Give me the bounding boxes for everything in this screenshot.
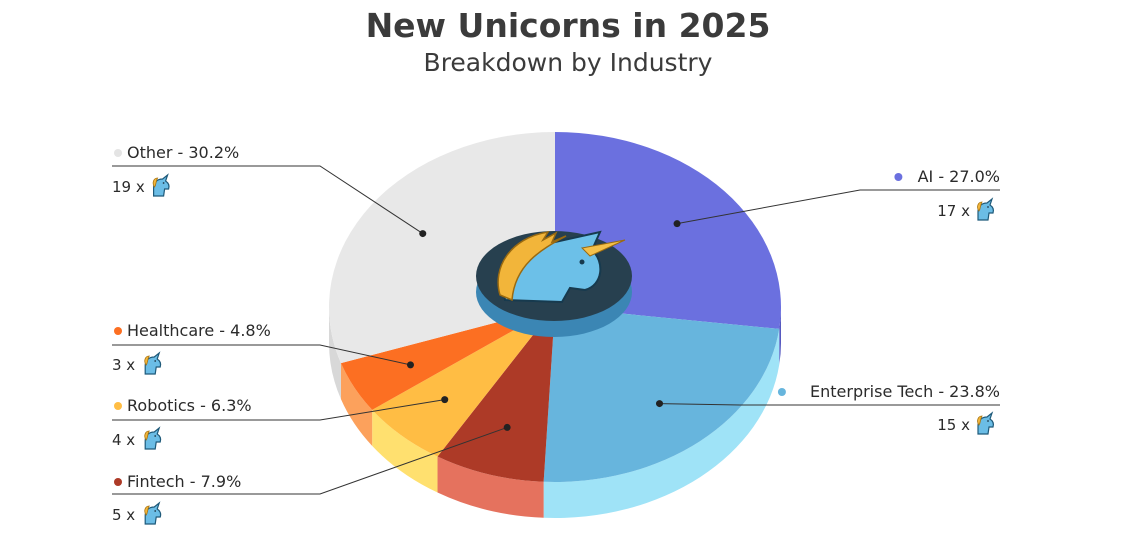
label-enterprise-tech: Enterprise Tech - 23.8% — [810, 382, 1000, 401]
slice-healthcare — [340, 307, 555, 410]
unicorn-icon — [976, 412, 994, 435]
leader-dot-other — [419, 230, 427, 238]
unicorn-icon — [144, 502, 162, 525]
chart-subtitle: Breakdown by Industry — [423, 48, 713, 77]
count-healthcare: 3 x — [112, 356, 135, 374]
slice-labels: AI - 27.0% 17 x Enterprise Tech - 23.8% 15 … — [112, 143, 1000, 525]
label-other: Other - 30.2% — [127, 143, 239, 162]
count-other: 19 x — [112, 178, 145, 196]
label-robotics: Robotics - 6.3% — [127, 396, 252, 415]
legend-dot-other — [114, 149, 122, 157]
label-healthcare: Healthcare - 4.8% — [127, 321, 271, 340]
slice-enterprise-tech — [543, 307, 780, 482]
count-fintech: 5 x — [112, 506, 135, 524]
leader-line-robotics — [112, 399, 445, 421]
leader-dot-enterprise-tech — [656, 400, 664, 408]
slice-side-enterprise-tech — [543, 328, 780, 519]
leader-line-enterprise-tech — [659, 403, 1000, 406]
slice-side-fintech — [437, 456, 544, 518]
unicorn-icon — [152, 174, 170, 197]
leader-line-ai — [676, 189, 1000, 225]
legend-dot-healthcare — [114, 327, 122, 335]
unicorn-icon — [144, 427, 162, 450]
count-ai: 17 x — [937, 202, 970, 220]
label-ai: AI - 27.0% — [918, 167, 1000, 186]
slice-side-robotics — [372, 409, 438, 493]
legend-dot-enterprise-tech — [777, 388, 786, 396]
slice-fintech — [437, 307, 555, 482]
leader-dot-healthcare — [406, 361, 414, 369]
unicorn-icon — [144, 352, 162, 375]
leader-dot-fintech — [503, 423, 511, 431]
label-fintech: Fintech - 7.9% — [127, 472, 241, 491]
leader-line-healthcare — [112, 344, 411, 366]
slice-side-ai — [779, 307, 781, 365]
pie-sides — [329, 307, 781, 519]
leader-line-other — [112, 165, 424, 234]
legend-dot-fintech — [114, 478, 122, 486]
count-robotics: 4 x — [112, 431, 135, 449]
center-badge — [476, 230, 632, 337]
legend-dot-robotics — [114, 402, 122, 410]
leader-dot-ai — [673, 220, 681, 228]
slice-side-other — [329, 307, 341, 400]
slice-side-healthcare — [340, 363, 373, 446]
leader-lines — [112, 165, 1000, 495]
count-enterprise-tech: 15 x — [937, 416, 970, 434]
unicorn-icon — [976, 198, 994, 221]
chart-title: New Unicorns in 2025 — [365, 6, 771, 45]
legend-dot-ai — [894, 173, 903, 181]
unicorn-head-icon — [497, 230, 626, 304]
leader-line-fintech — [112, 426, 508, 495]
leader-dot-robotics — [441, 396, 449, 404]
slice-robotics — [372, 307, 555, 457]
